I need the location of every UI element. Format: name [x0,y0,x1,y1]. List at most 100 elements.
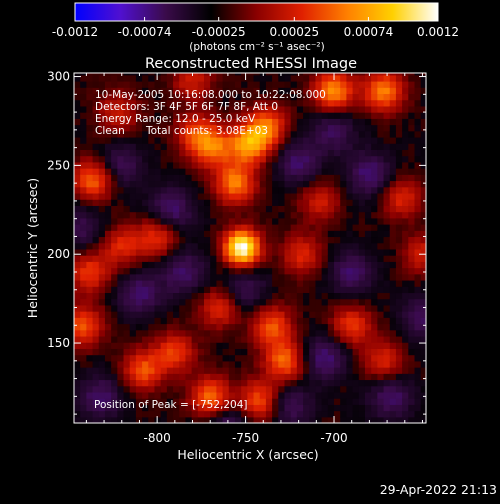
heatmap-cell [284,99,292,107]
heatmap-cell [74,323,81,331]
heatmap-cell [389,217,397,225]
heatmap-cell [371,267,378,275]
heatmap-cell [173,136,180,144]
heatmap-cell [135,93,143,101]
heatmap-cell [296,416,304,423]
heatmap-cell [111,73,118,76]
heatmap-cell [309,360,317,368]
heatmap-cell [352,286,360,294]
heatmap-cell [358,373,366,381]
heatmap-cell [92,279,100,287]
heatmap-cell [86,87,94,95]
heatmap-cell [142,267,149,275]
heatmap-cell [123,224,131,231]
heatmap-cell [321,236,329,244]
heatmap-cell [142,373,149,381]
heatmap-cell [334,93,341,101]
heatmap-cell [185,136,193,144]
heatmap-cell [408,367,416,374]
heatmap-cell [197,261,205,269]
heatmap-cell [197,99,205,107]
heatmap-cell [303,149,310,157]
heatmap-cell [284,224,292,231]
heatmap-cell [80,304,87,312]
heatmap-cell [154,267,162,275]
heatmap-cell [402,174,409,182]
heatmap-cell [259,298,267,306]
heatmap-cell [166,155,174,163]
heatmap-cell [346,279,354,287]
heatmap-cell [247,255,255,262]
heatmap-cell [74,329,81,337]
heatmap-cell [272,416,279,423]
heatmap-cell [309,261,317,269]
heatmap-cell [92,149,100,157]
heatmap-cell [142,317,149,325]
heatmap-cell [346,149,354,157]
heatmap-cell [414,180,422,188]
heatmap-cell [191,360,199,368]
heatmap-cell [111,149,118,157]
heatmap-cell [284,342,292,349]
heatmap-cell [154,161,162,169]
heatmap-cell [247,323,255,331]
heatmap-cell [142,416,149,423]
heatmap-cell [414,124,422,132]
heatmap-cell [166,236,174,244]
heatmap-cell [204,118,211,126]
heatmap-cell [290,99,298,107]
heatmap-cell [154,236,162,244]
heatmap-cell [160,261,168,269]
heatmap-cell [185,124,193,132]
heatmap-cell [296,112,304,119]
heatmap-cell [315,317,323,325]
heatmap-cell [123,273,131,281]
heatmap-cell [265,391,273,399]
heatmap-cell [395,379,403,387]
heatmap-cell [80,211,87,219]
heatmap-cell [420,311,426,318]
heatmap-cell [92,335,100,343]
heatmap-cell [210,416,217,423]
heatmap-cell [241,112,248,119]
heatmap-cell [86,242,94,250]
heatmap-cell [377,329,385,337]
heatmap-cell [204,211,211,219]
heatmap-cell [340,180,347,188]
heatmap-cell [185,261,193,269]
heatmap-cell [253,323,261,331]
heatmap-cell [358,385,366,393]
heatmap-cell [179,398,187,405]
heatmap-cell [210,279,217,287]
heatmap-cell [296,373,304,381]
heatmap-cell [142,93,149,101]
heatmap-cell [216,99,224,107]
heatmap-cell [185,99,193,107]
heatmap-cell [284,379,292,387]
heatmap-cell [117,217,125,225]
heatmap-cell [358,317,366,325]
heatmap-cell [309,155,317,163]
heatmap-cell [86,398,94,405]
heatmap-cell [123,180,131,188]
heatmap-cell [377,286,385,294]
heatmap-cell [185,224,193,231]
heatmap-cell [284,292,292,300]
heatmap-cell [191,385,199,393]
heatmap-cell [340,360,347,368]
heatmap-cell [160,205,168,213]
heatmap-cell [86,124,94,132]
heatmap-cell [402,261,409,269]
heatmap-cell [309,224,317,231]
heatmap-cell [358,73,366,76]
heatmap-cell [265,112,273,119]
heatmap-cell [179,323,187,331]
heatmap-cell [265,385,273,393]
heatmap-cell [160,80,168,88]
heatmap-cell [241,143,248,150]
heatmap-cell [290,255,298,262]
heatmap-cell [377,180,385,188]
heatmap-cell [74,354,81,362]
heatmap-cell [210,224,217,231]
heatmap-cell [371,124,378,132]
